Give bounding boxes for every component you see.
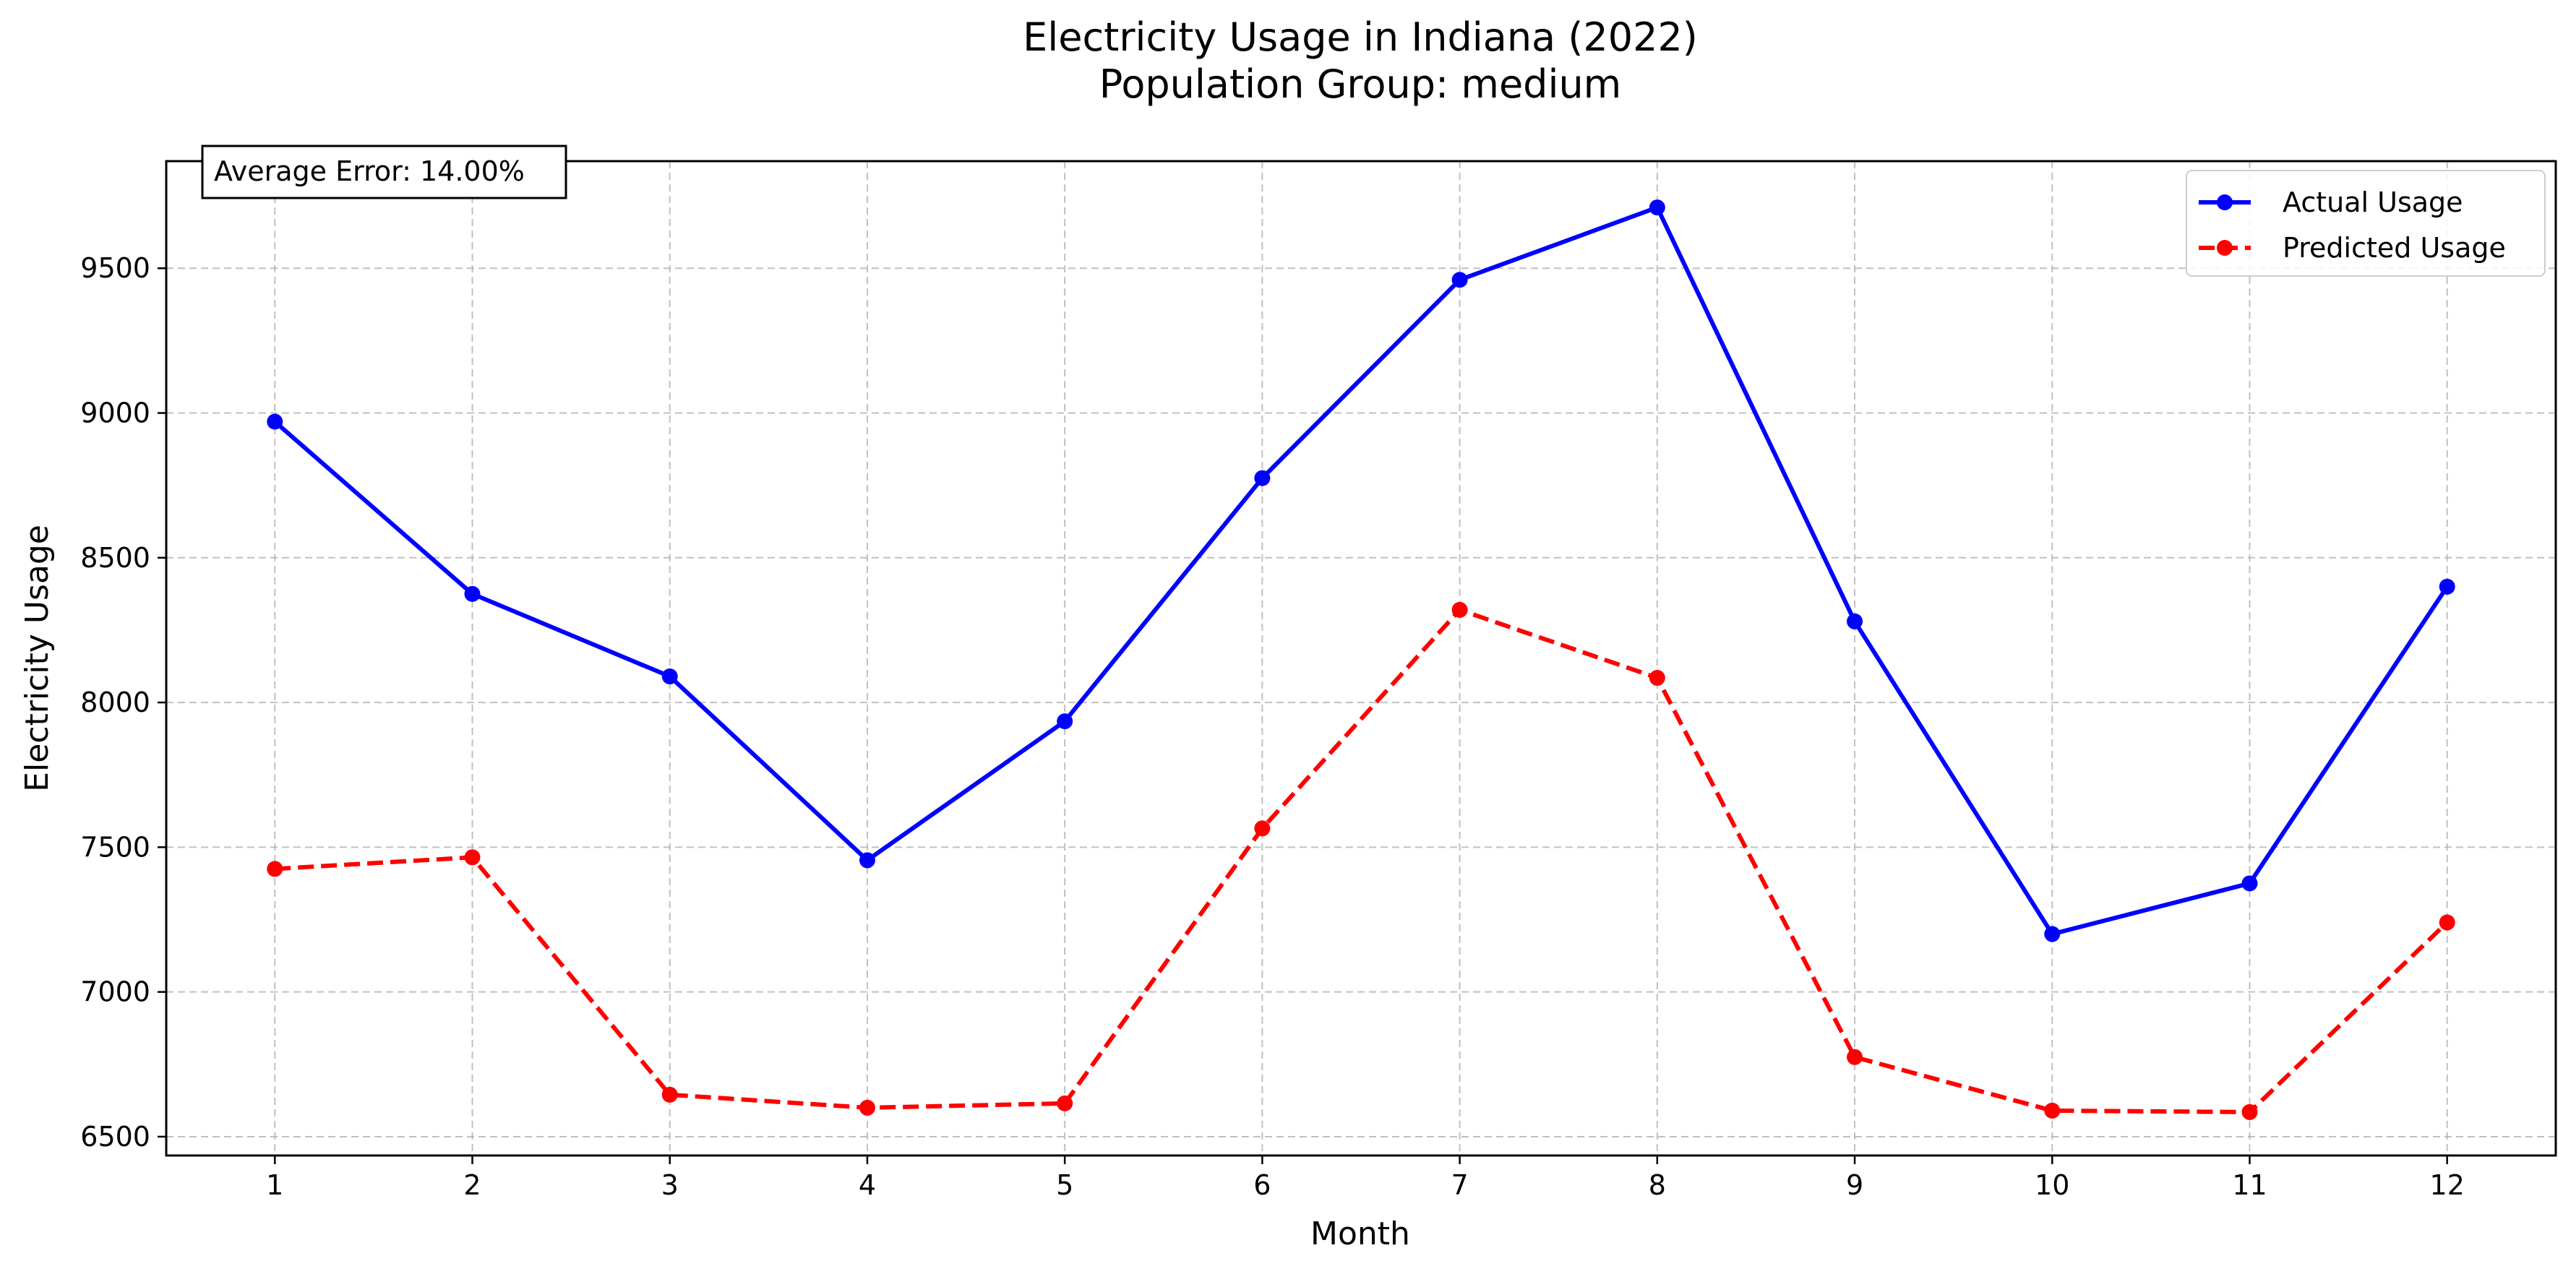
x-tick-label-5: 5: [1056, 1169, 1073, 1201]
y-tick-label-8500: 8500: [80, 542, 150, 574]
data-point-actual-11: [2241, 875, 2258, 892]
y-tick-label-9500: 9500: [80, 252, 150, 284]
chart-subtitle: Population Group: medium: [1099, 61, 1622, 107]
data-point-actual-2: [464, 585, 481, 602]
chart-title: Electricity Usage in Indiana (2022): [1023, 14, 1698, 60]
y-tick-label-7500: 7500: [80, 831, 150, 863]
series-line-predicted: [275, 607, 2449, 1114]
data-point-predicted-2: [464, 849, 481, 866]
x-tick-label-6: 6: [1253, 1169, 1271, 1201]
x-tick-label-2: 2: [463, 1169, 481, 1201]
legend-label-actual: Actual Usage: [2283, 186, 2463, 218]
x-tick-label-3: 3: [661, 1169, 679, 1201]
annotation-box: [201, 145, 567, 199]
data-point-predicted-6: [1254, 820, 1271, 837]
data-point-predicted-8: [1649, 670, 1665, 687]
data-point-actual-5: [1057, 713, 1073, 730]
data-point-predicted-4: [859, 1099, 875, 1116]
x-tick-label-11: 11: [2232, 1169, 2267, 1201]
annotation-text: Average Error: 14.00%: [214, 155, 525, 187]
y-tick-label-8000: 8000: [80, 687, 150, 718]
data-point-actual-8: [1649, 199, 1665, 216]
data-point-predicted-7: [1451, 601, 1468, 618]
grid-lines: [166, 161, 2556, 1155]
data-point-predicted-12: [2439, 914, 2455, 931]
data-point-actual-9: [1847, 613, 1863, 629]
data-point-predicted-1: [267, 861, 283, 877]
y-tick-label-7000: 7000: [80, 976, 150, 1008]
legend: Actual Usage Predicted Usage: [2186, 170, 2546, 277]
x-tick-label-10: 10: [2035, 1169, 2069, 1201]
data-point-predicted-9: [1847, 1049, 1863, 1065]
legend-marker-predicted: [2217, 240, 2233, 256]
data-point-predicted-5: [1057, 1095, 1073, 1111]
x-tick-label-7: 7: [1451, 1169, 1469, 1201]
x-axis-label: Month: [1310, 1215, 1410, 1252]
data-point-predicted-3: [661, 1086, 678, 1103]
data-point-actual-1: [267, 413, 283, 430]
average-error-annotation: Average Error: 14.00%: [201, 145, 567, 199]
data-point-predicted-11: [2241, 1103, 2258, 1120]
data-point-actual-12: [2439, 578, 2455, 595]
data-point-actual-7: [1451, 272, 1468, 288]
y-tick-label-6500: 6500: [80, 1121, 150, 1153]
x-tick-label-9: 9: [1846, 1169, 1863, 1201]
x-tick-label-1: 1: [266, 1169, 283, 1201]
data-point-actual-10: [2044, 926, 2061, 942]
series-line-actual: [273, 205, 2450, 937]
legend-box: [2186, 170, 2546, 277]
legend-marker-actual: [2217, 194, 2233, 210]
x-tick-label-12: 12: [2430, 1169, 2465, 1201]
x-tick-label-8: 8: [1649, 1169, 1666, 1201]
y-axis-label: Electricity Usage: [19, 525, 56, 792]
data-point-predicted-10: [2044, 1102, 2061, 1119]
series-lines: [267, 199, 2455, 1120]
plot-frame: [165, 160, 2557, 1157]
data-point-actual-4: [859, 852, 875, 869]
y-tick-label-9000: 9000: [80, 397, 150, 429]
data-point-actual-3: [661, 668, 678, 685]
axis-ticks: 1 2 3 4 5 6 7 8 9 10 11 126500700075008000850090009…: [80, 252, 2465, 1201]
data-point-actual-6: [1254, 470, 1271, 486]
legend-label-predicted: Predicted Usage: [2283, 232, 2506, 264]
x-tick-label-4: 4: [859, 1169, 876, 1201]
